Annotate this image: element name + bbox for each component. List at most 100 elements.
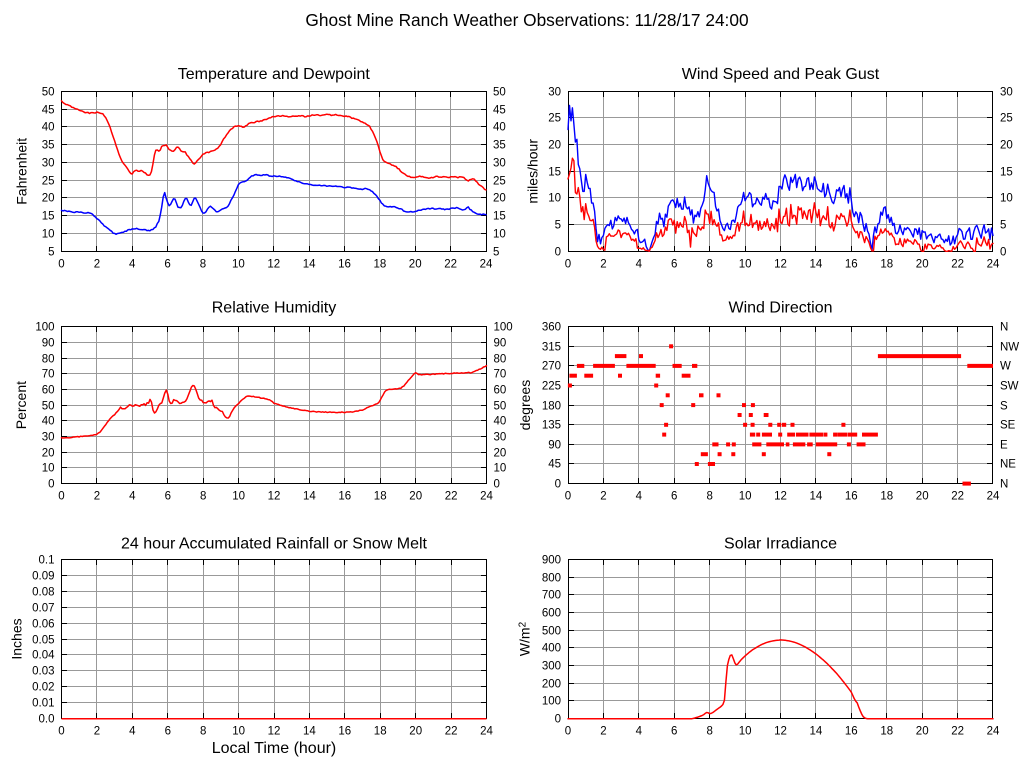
svg-text:NE: NE xyxy=(1000,459,1016,471)
svg-text:18: 18 xyxy=(880,258,893,270)
svg-text:14: 14 xyxy=(810,258,823,270)
svg-text:Wind Speed and Peak Gust: Wind Speed and Peak Gust xyxy=(682,66,880,83)
svg-text:24: 24 xyxy=(480,491,493,503)
svg-text:10: 10 xyxy=(42,229,55,241)
svg-text:0: 0 xyxy=(48,479,54,491)
svg-text:14: 14 xyxy=(303,491,316,503)
svg-text:50: 50 xyxy=(494,401,507,413)
svg-text:40: 40 xyxy=(493,122,506,134)
svg-text:30: 30 xyxy=(494,432,507,444)
svg-text:40: 40 xyxy=(42,416,55,428)
svg-text:15: 15 xyxy=(42,211,55,223)
svg-text:12: 12 xyxy=(267,258,280,270)
svg-text:20: 20 xyxy=(409,726,422,738)
svg-text:0.1: 0.1 xyxy=(39,555,55,567)
svg-text:200: 200 xyxy=(542,679,561,691)
svg-text:20: 20 xyxy=(42,193,55,205)
svg-text:800: 800 xyxy=(542,573,561,585)
svg-text:degrees: degrees xyxy=(517,380,533,431)
svg-text:50: 50 xyxy=(493,87,506,99)
svg-text:5: 5 xyxy=(48,247,54,259)
svg-text:30: 30 xyxy=(548,87,561,99)
svg-text:20: 20 xyxy=(1000,140,1013,152)
svg-text:0: 0 xyxy=(58,491,64,503)
svg-text:20: 20 xyxy=(916,258,929,270)
svg-text:45: 45 xyxy=(42,105,55,117)
svg-text:8: 8 xyxy=(200,258,206,270)
svg-text:35: 35 xyxy=(42,140,55,152)
svg-text:18: 18 xyxy=(880,726,893,738)
svg-text:15: 15 xyxy=(493,211,506,223)
svg-text:miles/hour: miles/hour xyxy=(525,139,541,204)
svg-text:900: 900 xyxy=(542,555,561,567)
svg-text:Fahrenheit: Fahrenheit xyxy=(14,138,30,205)
svg-text:W/m2: W/m2 xyxy=(517,621,533,656)
svg-text:2: 2 xyxy=(94,258,100,270)
svg-text:NW: NW xyxy=(1000,342,1019,354)
svg-text:0: 0 xyxy=(494,479,500,491)
svg-text:30: 30 xyxy=(42,432,55,444)
svg-text:60: 60 xyxy=(494,385,507,397)
svg-text:70: 70 xyxy=(494,369,507,381)
svg-text:16: 16 xyxy=(338,726,351,738)
svg-text:100: 100 xyxy=(35,322,54,334)
svg-text:0: 0 xyxy=(555,714,561,726)
svg-text:Temperature and Dewpoint: Temperature and Dewpoint xyxy=(178,66,371,83)
svg-text:15: 15 xyxy=(548,167,561,179)
svg-text:225: 225 xyxy=(542,381,561,393)
svg-text:40: 40 xyxy=(494,416,507,428)
svg-text:6: 6 xyxy=(165,726,171,738)
svg-text:0: 0 xyxy=(565,726,571,738)
svg-text:22: 22 xyxy=(951,491,964,503)
svg-text:70: 70 xyxy=(42,369,55,381)
svg-text:0: 0 xyxy=(555,479,561,491)
svg-text:100: 100 xyxy=(542,696,561,708)
svg-text:90: 90 xyxy=(42,338,55,350)
svg-text:100: 100 xyxy=(494,322,513,334)
svg-text:10: 10 xyxy=(739,726,752,738)
svg-text:20: 20 xyxy=(548,140,561,152)
svg-text:24: 24 xyxy=(480,258,493,270)
svg-text:10: 10 xyxy=(739,258,752,270)
svg-text:16: 16 xyxy=(338,491,351,503)
svg-text:12: 12 xyxy=(774,726,787,738)
svg-text:2: 2 xyxy=(600,726,606,738)
svg-text:10: 10 xyxy=(493,229,506,241)
svg-text:25: 25 xyxy=(493,176,506,188)
svg-text:24: 24 xyxy=(987,258,1000,270)
svg-text:SW: SW xyxy=(1000,381,1019,393)
svg-text:24: 24 xyxy=(480,726,493,738)
svg-text:0: 0 xyxy=(58,258,64,270)
svg-text:0.02: 0.02 xyxy=(32,682,54,694)
svg-text:25: 25 xyxy=(1000,113,1013,125)
svg-text:15: 15 xyxy=(1000,167,1013,179)
svg-text:0.07: 0.07 xyxy=(32,603,54,615)
svg-text:14: 14 xyxy=(810,726,823,738)
svg-text:25: 25 xyxy=(42,176,55,188)
svg-text:25: 25 xyxy=(548,113,561,125)
svg-text:6: 6 xyxy=(164,258,170,270)
svg-text:W: W xyxy=(1000,361,1011,373)
svg-text:8: 8 xyxy=(200,491,206,503)
svg-text:4: 4 xyxy=(129,258,136,270)
svg-text:14: 14 xyxy=(303,258,316,270)
svg-text:4: 4 xyxy=(636,491,643,503)
svg-text:14: 14 xyxy=(810,491,823,503)
svg-text:22: 22 xyxy=(951,258,964,270)
svg-text:E: E xyxy=(1000,440,1008,452)
svg-text:12: 12 xyxy=(774,258,787,270)
svg-text:10: 10 xyxy=(42,463,55,475)
svg-text:12: 12 xyxy=(268,491,281,503)
svg-text:10: 10 xyxy=(494,463,507,475)
svg-text:0.08: 0.08 xyxy=(32,587,54,599)
svg-text:500: 500 xyxy=(542,626,561,638)
svg-text:180: 180 xyxy=(542,401,561,413)
svg-text:6: 6 xyxy=(671,726,677,738)
svg-text:12: 12 xyxy=(774,491,787,503)
svg-text:45: 45 xyxy=(493,105,506,117)
svg-text:0: 0 xyxy=(565,491,571,503)
svg-text:0.0: 0.0 xyxy=(39,714,55,726)
svg-text:22: 22 xyxy=(445,726,458,738)
svg-text:6: 6 xyxy=(671,258,677,270)
svg-text:90: 90 xyxy=(548,440,561,452)
